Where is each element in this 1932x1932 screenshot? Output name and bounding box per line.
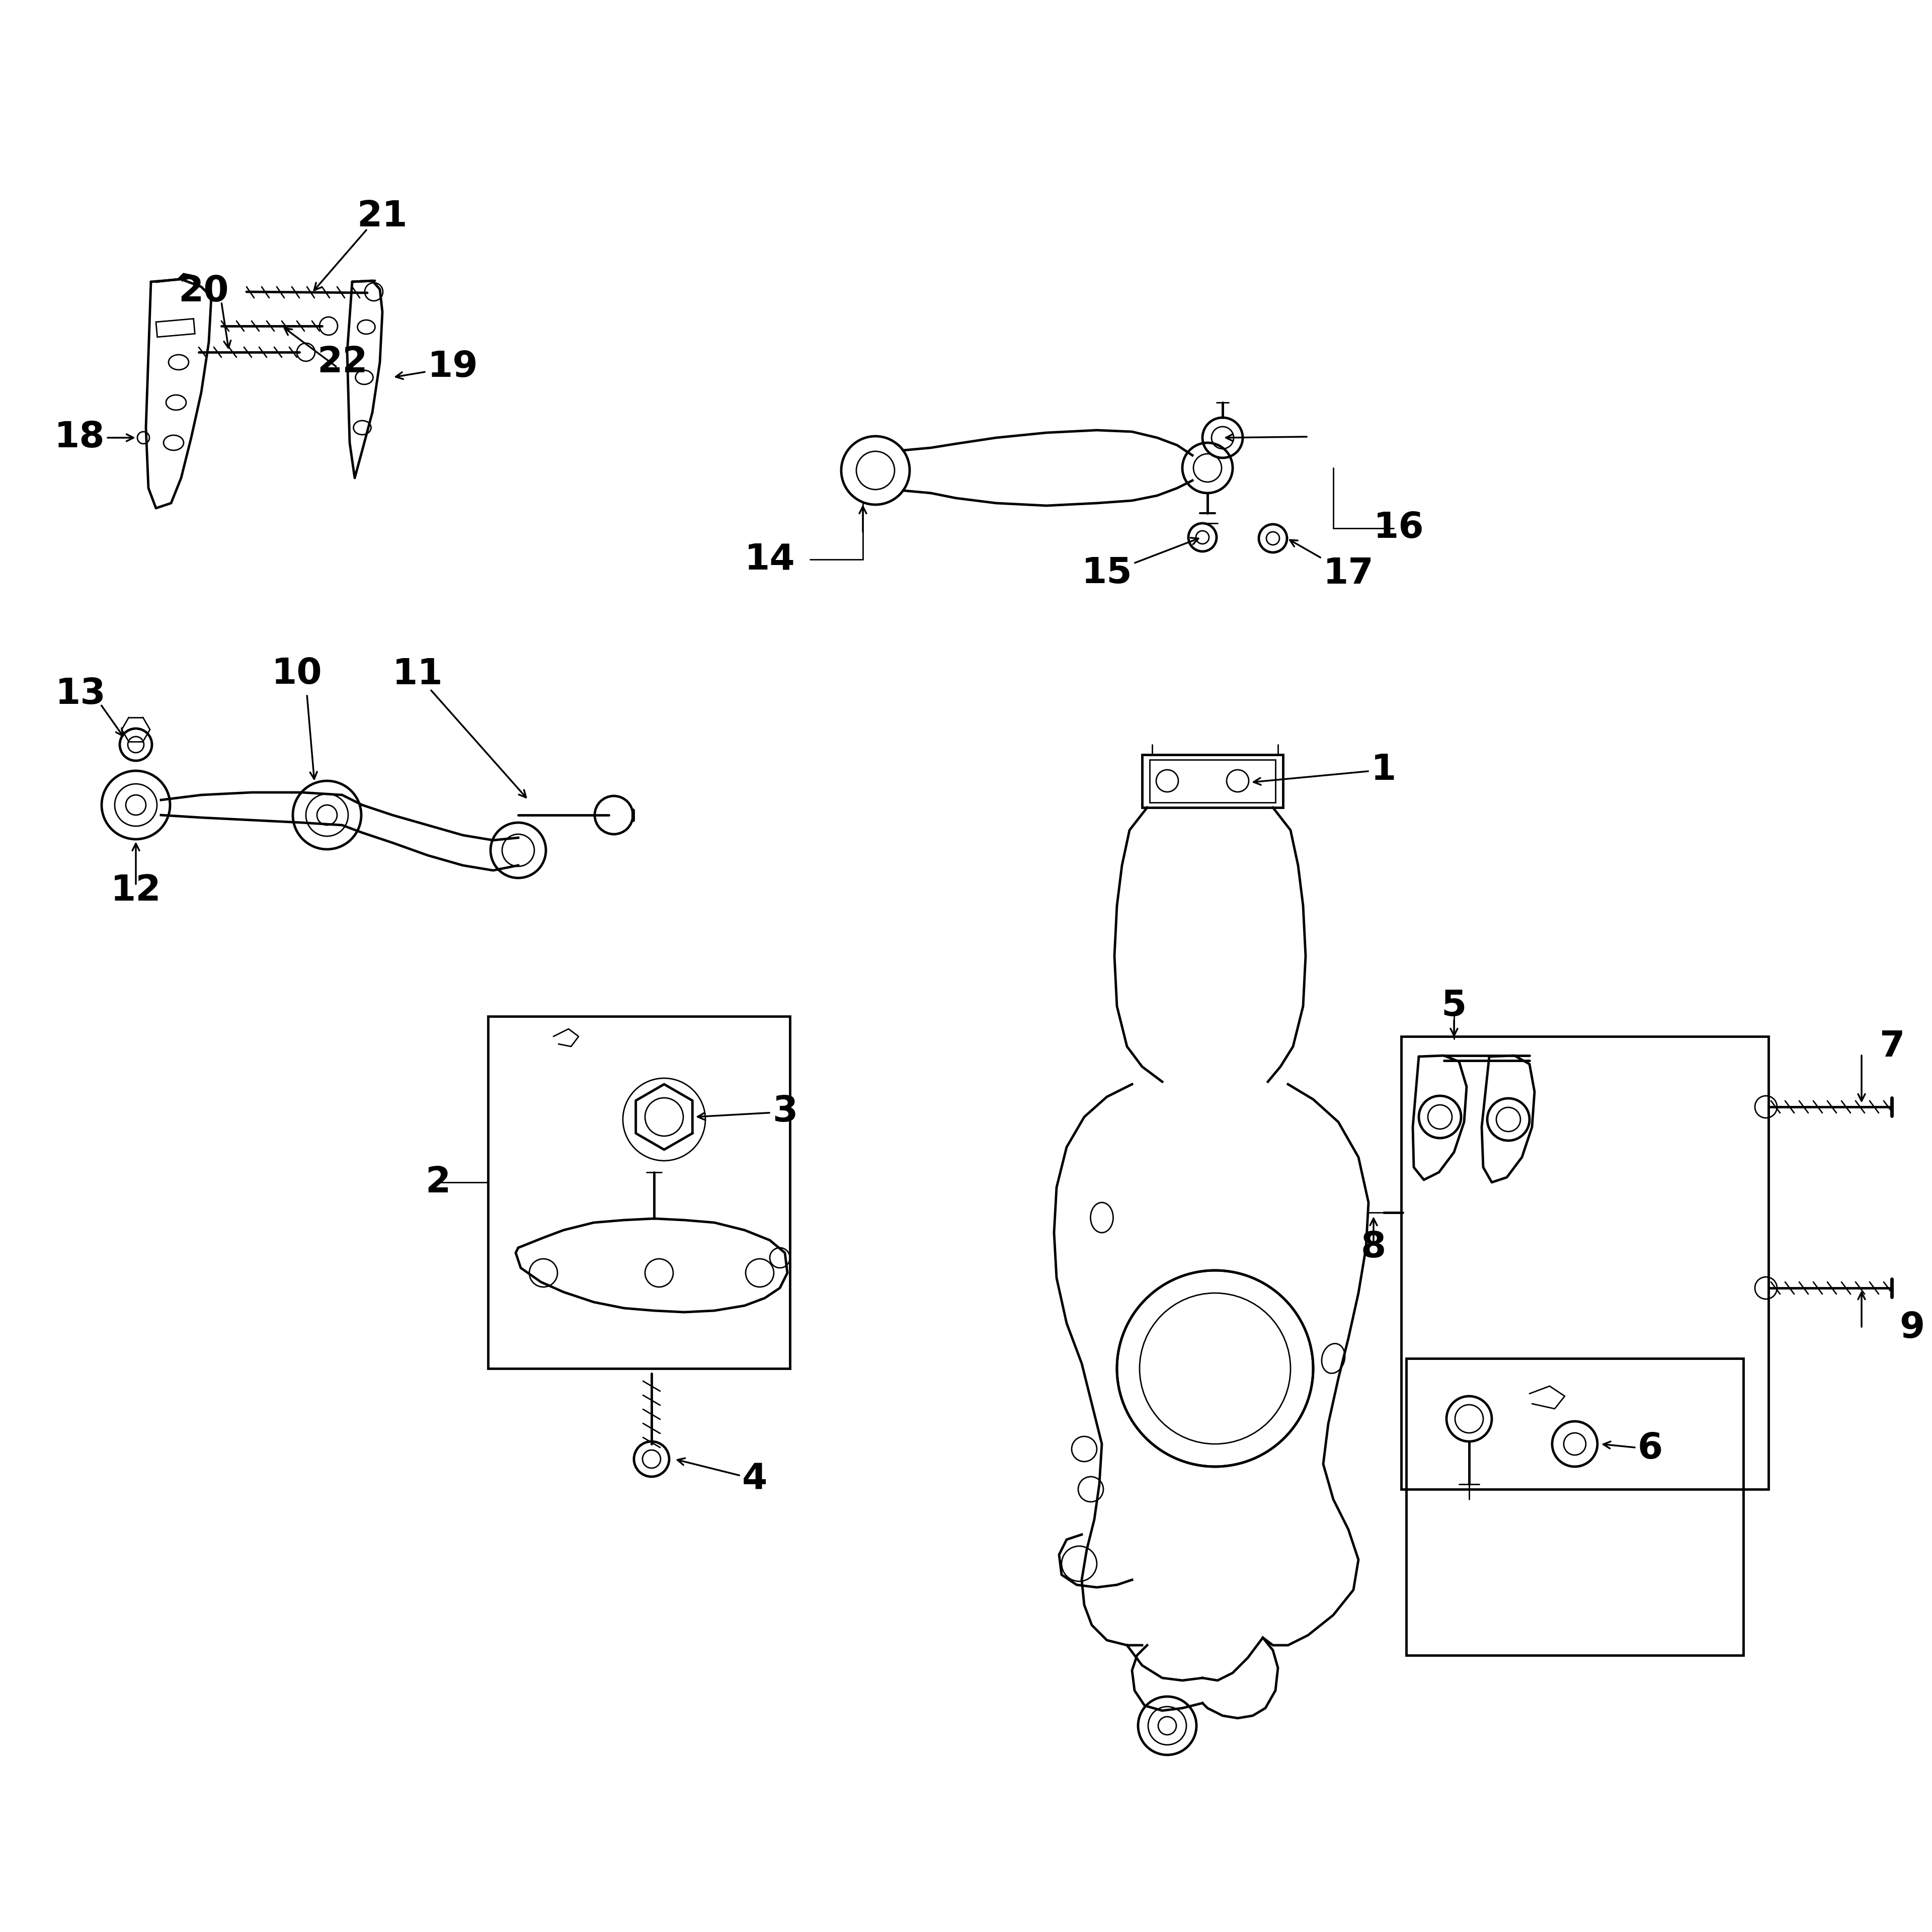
Bar (1150, 759, 1275, 802)
Text: 10: 10 (272, 657, 323, 692)
Text: 19: 19 (396, 350, 477, 384)
Text: 22: 22 (317, 346, 367, 379)
Bar (156, 319, 195, 336)
Text: 7: 7 (1880, 1030, 1905, 1065)
Bar (1406, 1358, 1743, 1656)
Text: 3: 3 (697, 1095, 798, 1130)
Text: 14: 14 (744, 543, 796, 578)
Text: 13: 13 (56, 676, 106, 711)
Text: 9: 9 (1899, 1312, 1924, 1345)
Text: 4: 4 (678, 1459, 767, 1497)
Text: 2: 2 (425, 1165, 450, 1200)
Circle shape (1117, 1271, 1314, 1466)
Text: 12: 12 (110, 873, 160, 908)
Bar (1401, 1036, 1768, 1490)
Text: 5: 5 (1441, 989, 1466, 1024)
Text: 11: 11 (392, 657, 442, 692)
Bar (489, 1016, 790, 1368)
Text: 16: 16 (1374, 510, 1424, 545)
Text: 21: 21 (357, 199, 408, 234)
Text: 8: 8 (1360, 1231, 1385, 1265)
Text: 1: 1 (1254, 752, 1397, 786)
Text: 17: 17 (1291, 541, 1374, 591)
Text: 15: 15 (1082, 537, 1198, 591)
Text: 20: 20 (178, 274, 230, 309)
Bar (1142, 755, 1283, 808)
Text: 18: 18 (54, 421, 133, 456)
Text: 6: 6 (1604, 1432, 1663, 1466)
